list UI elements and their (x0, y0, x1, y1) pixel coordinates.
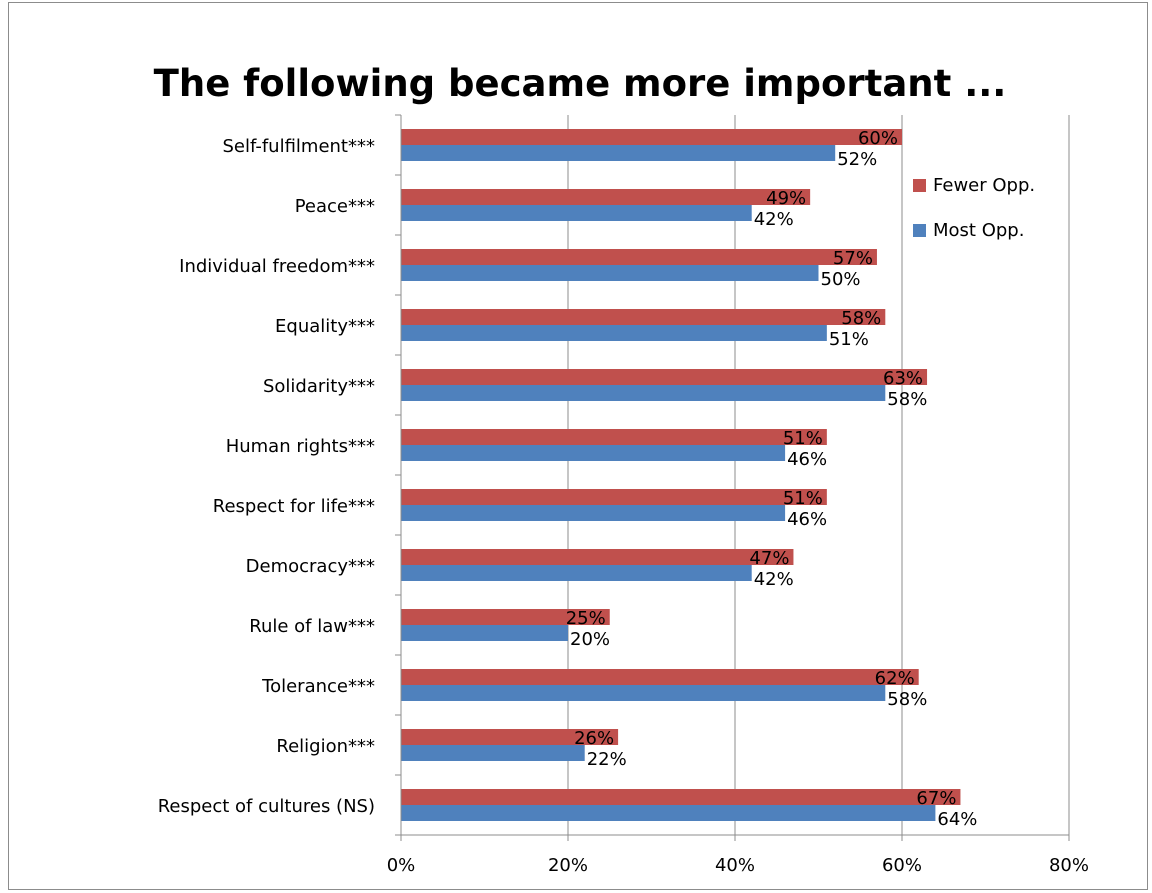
bar-fewer-opp (401, 789, 961, 805)
data-label-most-opp: 46% (787, 509, 827, 530)
legend-swatch (913, 224, 926, 237)
category-label: Solidarity*** (263, 376, 375, 397)
bar-fewer-opp (401, 669, 919, 685)
data-label-fewer-opp: 60% (858, 128, 898, 149)
legend: Fewer Opp. Most Opp. (913, 175, 1035, 241)
category-label: Peace*** (295, 196, 375, 217)
bar-fewer-opp (401, 189, 811, 205)
data-label-most-opp: 58% (887, 389, 927, 410)
legend-label: Fewer Opp. (933, 175, 1035, 196)
bar-fewer-opp (401, 549, 794, 565)
category-label: Rule of law*** (249, 616, 375, 637)
legend-label: Most Opp. (933, 220, 1024, 241)
bar-most-opp (401, 685, 886, 701)
bar-fewer-opp (401, 249, 877, 265)
chart-frame: The following became more important ... … (8, 2, 1148, 890)
bar-most-opp (401, 325, 827, 341)
bar-fewer-opp (401, 489, 827, 505)
x-tick-label: 20% (548, 855, 588, 876)
data-label-most-opp: 42% (754, 209, 794, 230)
data-label-most-opp: 46% (787, 449, 827, 470)
bar-most-opp (401, 445, 786, 461)
data-label-most-opp: 51% (829, 329, 869, 350)
bar-most-opp (401, 385, 886, 401)
data-label-most-opp: 64% (937, 809, 977, 830)
category-label: Self-fulfilment*** (222, 136, 375, 157)
data-label-fewer-opp: 51% (783, 488, 823, 509)
bar-most-opp (401, 565, 752, 581)
category-label: Religion*** (276, 736, 375, 757)
data-label-most-opp: 20% (570, 629, 610, 650)
bar-chart: The following became more important ... … (154, 62, 1089, 876)
bar-most-opp (401, 265, 819, 281)
data-label-fewer-opp: 63% (883, 368, 923, 389)
data-label-most-opp: 58% (887, 689, 927, 710)
category-label: Human rights*** (226, 436, 375, 457)
data-label-fewer-opp: 62% (875, 668, 915, 689)
data-label-fewer-opp: 49% (766, 188, 806, 209)
category-label: Respect of cultures (NS) (158, 796, 375, 817)
category-label: Individual freedom*** (179, 256, 375, 277)
gridlines (567, 115, 1070, 835)
bar-fewer-opp (401, 369, 928, 385)
bar-most-opp (401, 745, 585, 761)
category-label: Tolerance*** (261, 676, 375, 697)
bar-fewer-opp (401, 609, 610, 625)
bar-fewer-opp (401, 129, 902, 145)
data-label-fewer-opp: 58% (841, 308, 881, 329)
x-tick-label: 80% (1049, 855, 1089, 876)
bars (401, 129, 961, 821)
data-label-most-opp: 22% (587, 749, 627, 770)
bar-most-opp (401, 505, 786, 521)
data-label-most-opp: 50% (821, 269, 861, 290)
bar-fewer-opp (401, 429, 827, 445)
data-label-fewer-opp: 51% (783, 428, 823, 449)
legend-swatch (913, 179, 926, 192)
category-label: Equality*** (275, 316, 375, 337)
data-label-fewer-opp: 57% (833, 248, 873, 269)
data-label-fewer-opp: 25% (566, 608, 606, 629)
bar-most-opp (401, 625, 568, 641)
labels: Self-fulfilment*** 60%52%Peace*** 49%42%In… (158, 128, 978, 830)
chart-title: The following became more important ... (154, 62, 1007, 105)
data-label-fewer-opp: 26% (574, 728, 614, 749)
category-label: Democracy*** (246, 556, 375, 577)
data-label-most-opp: 42% (754, 569, 794, 590)
bar-most-opp (401, 205, 752, 221)
bar-most-opp (401, 145, 836, 161)
bar-fewer-opp (401, 309, 886, 325)
bar-fewer-opp (401, 729, 619, 745)
bar-most-opp (401, 805, 936, 821)
data-label-fewer-opp: 67% (916, 788, 956, 809)
axes: 0% 20% 40% 60% 80% (387, 114, 1089, 876)
x-tick-label: 40% (715, 855, 755, 876)
category-label: Respect for life*** (213, 496, 375, 517)
data-label-fewer-opp: 47% (749, 548, 789, 569)
x-tick-label: 0% (387, 855, 416, 876)
x-tick-label: 60% (882, 855, 922, 876)
data-label-most-opp: 52% (837, 149, 877, 170)
